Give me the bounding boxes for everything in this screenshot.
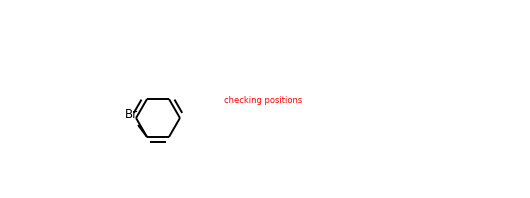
Text: Br: Br: [125, 108, 138, 121]
Text: checking positions: checking positions: [224, 95, 302, 105]
